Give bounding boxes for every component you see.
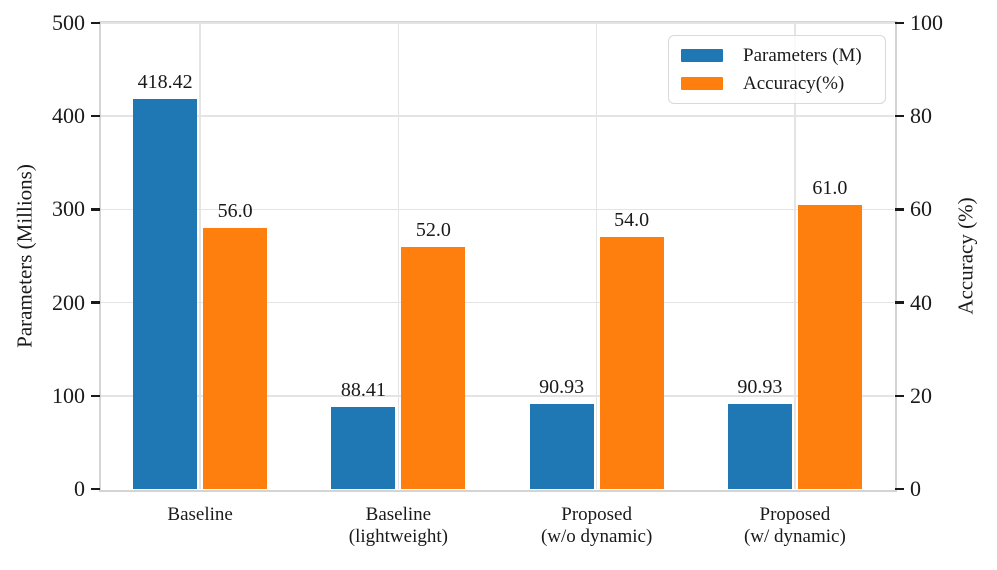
bar-value-label: 90.93 [737, 376, 783, 399]
y-tick-left [91, 301, 100, 304]
y-tick-right [895, 301, 904, 304]
y-tick-label-left: 300 [52, 196, 85, 222]
y-tick-left [91, 487, 100, 491]
y-tick-right [895, 21, 904, 25]
gridline-v [199, 23, 201, 489]
legend-label-accuracy: Accuracy(%) [743, 72, 845, 94]
y-tick-left [91, 394, 100, 398]
gridline-v [794, 23, 796, 489]
y-tick-label-right: 60 [910, 196, 932, 222]
x-category-label: Baseline (lightweight) [303, 504, 493, 548]
bar-parameters-0 [133, 99, 198, 489]
legend: Parameters (M) Accuracy(%) [668, 35, 886, 104]
y-tick-label-left: 500 [52, 10, 85, 35]
gridline-v [397, 23, 400, 489]
y-tick-label-right: 100 [910, 10, 943, 35]
y-tick-right [895, 114, 904, 118]
gridline-h [101, 22, 894, 24]
y-tick-right [895, 208, 904, 211]
plot-area [99, 21, 897, 492]
bar-accuracy-2 [599, 237, 664, 489]
bar-parameters-3 [727, 404, 792, 489]
y-axis-title-left: Parameters (Millions) [12, 164, 37, 348]
gridline-h [101, 115, 894, 117]
x-category-label-line: (lightweight) [348, 526, 448, 547]
y-tick-right [895, 487, 904, 491]
y-tick-left [91, 21, 100, 25]
x-category-label-line: Baseline [167, 504, 233, 525]
gridline-h [101, 208, 894, 211]
x-category-label-line: Proposed [759, 504, 831, 525]
y-tick-label-right: 40 [910, 289, 932, 315]
y-tick-label-left: 400 [52, 103, 85, 129]
legend-label-parameters: Parameters (M) [743, 44, 862, 66]
legend-swatch-accuracy-icon [681, 77, 723, 90]
legend-swatch-parameters-icon [681, 49, 723, 62]
bar-value-label: 52.0 [415, 218, 451, 241]
y-tick-left [91, 114, 100, 118]
y-tick-label-left: 100 [52, 382, 85, 408]
y-tick-right [895, 394, 904, 398]
gridline-h [101, 395, 894, 397]
bar-value-label: 56.0 [217, 200, 253, 223]
y-tick-label-right: 0 [910, 476, 921, 501]
bar-value-label: 61.0 [812, 176, 848, 199]
x-category-label-line: Baseline [365, 504, 432, 525]
gridline-v [595, 23, 598, 489]
x-category-label-line: Proposed [561, 504, 632, 525]
bar-accuracy-1 [401, 246, 466, 489]
y-tick-label-left: 200 [52, 289, 85, 315]
bar-value-label: 418.42 [137, 71, 193, 94]
bar-parameters-2 [529, 404, 594, 489]
y-tick-left [91, 208, 100, 211]
bar-value-label: 90.93 [539, 376, 585, 399]
bar-value-label: 88.41 [340, 378, 386, 401]
y-tick-label-right: 20 [910, 382, 932, 408]
x-category-label: Baseline [105, 504, 295, 526]
bar-accuracy-0 [203, 228, 268, 489]
y-axis-title-right: Accuracy (%) [953, 197, 978, 315]
gridline-h [101, 301, 894, 304]
x-category-label: Proposed (w/ dynamic) [700, 504, 890, 548]
bar-parameters-1 [331, 406, 396, 489]
x-category-label-line: (w/o dynamic) [540, 526, 653, 547]
bar-accuracy-3 [797, 204, 862, 489]
x-category-label-line: (w/ dynamic) [743, 526, 846, 547]
x-category-label: Proposed (w/o dynamic) [502, 504, 692, 548]
legend-entry-parameters: Parameters (M) [681, 45, 873, 67]
y-tick-label-left: 0 [74, 476, 85, 501]
legend-entry-accuracy: Accuracy(%) [681, 73, 873, 95]
bar-value-label: 54.0 [614, 209, 650, 232]
y-tick-label-right: 80 [910, 103, 932, 129]
